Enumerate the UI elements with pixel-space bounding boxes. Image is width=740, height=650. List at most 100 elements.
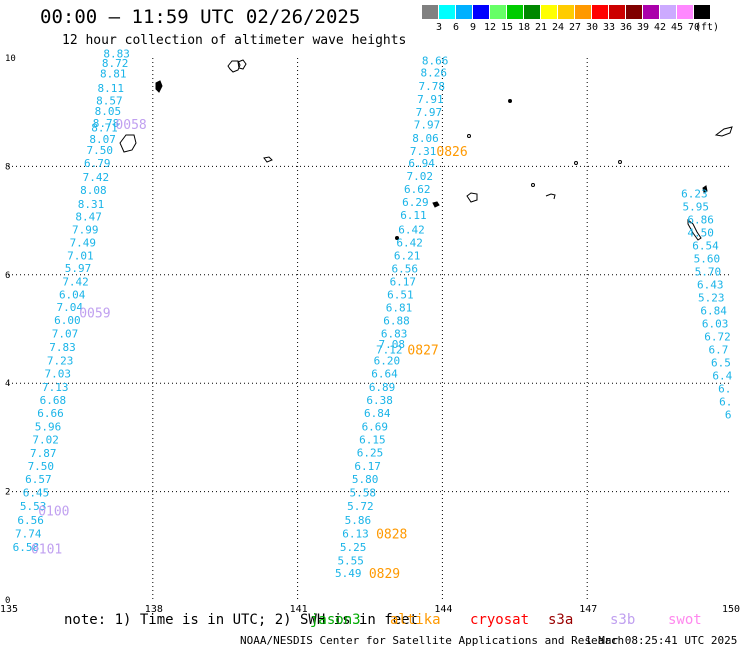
- colorbar-tick-label: 39: [636, 22, 650, 33]
- island-outline: [545, 193, 556, 200]
- wave-height-value: 6.17: [390, 275, 417, 288]
- colorbar-swatch: [592, 5, 609, 19]
- time-label: 0829: [369, 567, 400, 582]
- wave-height-value: 6.43: [697, 279, 724, 292]
- island-outline: [702, 185, 708, 193]
- colorbar-swatch: [643, 5, 660, 19]
- wave-height-value: 7.01: [67, 249, 94, 262]
- wave-height-value: 6.: [718, 383, 731, 396]
- wave-height-value: 6.54: [692, 240, 719, 253]
- wave-height-value: 5.55: [337, 554, 364, 567]
- wave-height-value: 7.50: [86, 144, 113, 157]
- wave-height-value: 7.08: [378, 338, 405, 351]
- wave-height-value: 7.02: [406, 170, 433, 183]
- chart-subtitle: 12 hour collection of altimeter wave hei…: [62, 33, 407, 48]
- wave-height-value: 8.26: [420, 67, 447, 80]
- wave-height-value: 8.11: [98, 82, 125, 95]
- island-outline: [466, 192, 478, 203]
- satellite-legend-s3b: s3b: [610, 612, 636, 628]
- colorbar-swatch: [507, 5, 524, 19]
- colorbar-tick-label: 18: [517, 22, 531, 33]
- y-tick-label: 6: [5, 271, 10, 281]
- chart-title: 00:00 – 11:59 UTC 02/26/2025: [40, 6, 361, 28]
- colorbar-tick-label: 45: [670, 22, 684, 33]
- colorbar-swatch: [677, 5, 694, 19]
- wave-height-value: 5.60: [694, 253, 721, 266]
- land-outlines: [119, 59, 733, 241]
- wave-height-value: 7.91: [417, 93, 444, 106]
- wave-height-value: 6.: [719, 396, 732, 409]
- island-outline: [687, 218, 702, 241]
- footer-organization: NOAA/NESDIS Center for Satellite Applica…: [240, 634, 625, 647]
- wave-height-value: 6.81: [386, 301, 413, 314]
- wave-height-value: 6.84: [700, 305, 727, 318]
- x-tick-label: 150: [722, 604, 740, 615]
- wave-height-value: 5.23: [698, 292, 725, 305]
- wave-height-value: 6.15: [359, 434, 386, 447]
- wave-height-value: 5.49: [335, 567, 362, 580]
- wave-height-value: 7.50: [28, 460, 55, 473]
- satellite-legend-cryosat: cryosat: [470, 612, 530, 628]
- x-tick-label: 147: [579, 604, 597, 615]
- wave-height-value: 6.56: [392, 262, 419, 275]
- wave-height-value: 6.68: [40, 394, 67, 407]
- time-label: 0059: [79, 307, 110, 322]
- wave-height-value: 6.42: [396, 236, 423, 249]
- wave-height-value: 6.58: [13, 541, 40, 554]
- wave-height-value: 8.72: [102, 57, 129, 70]
- island-outline: [574, 161, 578, 165]
- colorbar-swatch: [575, 5, 592, 19]
- wave-height-value: 8.57: [96, 94, 123, 107]
- x-tick-label: 141: [290, 604, 308, 615]
- colorbar-tick-label: 42: [653, 22, 667, 33]
- wave-height-value: 4.50: [687, 227, 714, 240]
- colorbar-swatch: [473, 5, 490, 19]
- wave-height-value: 6.42: [398, 223, 425, 236]
- wave-height-value: 5.95: [683, 201, 710, 214]
- wave-height-value: 6.72: [704, 331, 731, 344]
- wave-height-value: 6.86: [687, 214, 714, 227]
- wave-height-value: 7.74: [15, 527, 42, 540]
- x-tick-label: 138: [145, 604, 163, 615]
- wave-height-value: 6.56: [17, 514, 44, 527]
- wave-height-value: 7.97: [414, 119, 441, 132]
- grid-lines: [8, 58, 732, 600]
- wave-height-value: 6.62: [404, 183, 431, 196]
- satellite-legend-jason3: jason3: [310, 612, 361, 628]
- wave-height-value: 5.58: [350, 487, 377, 500]
- colorbar-swatch: [694, 5, 711, 19]
- y-tick-label: 4: [5, 379, 10, 389]
- colorbar-unit-label: (ft): [694, 22, 720, 33]
- colorbar-swatch: [609, 5, 626, 19]
- wave-height-value: 6.69: [362, 421, 389, 434]
- colorbar-tick-label: 12: [483, 22, 497, 33]
- x-tick-label: 144: [434, 604, 452, 615]
- wave-height-value: 8.47: [75, 210, 102, 223]
- wave-height-value: 6.84: [364, 407, 391, 420]
- wave-height-value: 6.11: [400, 209, 427, 222]
- satellite-legend-altika: altika: [390, 612, 441, 628]
- time-label: 0826: [436, 145, 467, 160]
- colorbar-swatch: [439, 5, 456, 19]
- colorbar-swatch: [541, 5, 558, 19]
- wave-height-value: 6.04: [59, 288, 86, 301]
- wave-height-value: 8.08: [80, 184, 107, 197]
- wave-height-value: 5.70: [695, 266, 722, 279]
- wave-height-value: 6.51: [387, 288, 414, 301]
- y-tick-label: 2: [5, 488, 10, 498]
- wave-height-value: 8.81: [100, 68, 127, 81]
- colorbar-swatch: [558, 5, 575, 19]
- colorbar-tick-label: 70: [687, 22, 701, 33]
- x-tick-label: 135: [0, 604, 18, 615]
- island-outline: [508, 99, 512, 103]
- wave-height-value: 8.66: [422, 55, 449, 68]
- wave-height-value: 7.02: [32, 434, 59, 447]
- colorbar-swatch: [660, 5, 677, 19]
- colorbar-swatch: [490, 5, 507, 19]
- colorbar-tick-label: 3: [435, 22, 443, 33]
- island-outline: [395, 236, 399, 240]
- wave-height-value: 6.89: [369, 381, 396, 394]
- wave-height-value: 6.79: [84, 157, 111, 170]
- island-outline: [618, 160, 622, 164]
